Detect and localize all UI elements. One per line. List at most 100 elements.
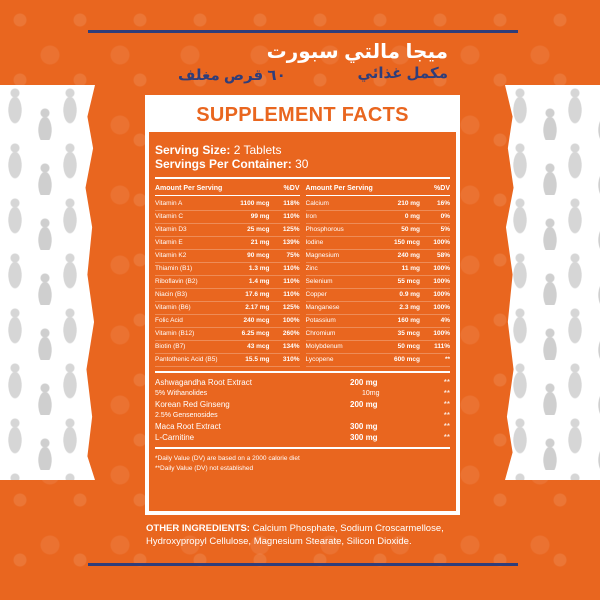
extract-row: Ashwagandha Root Extract 200 mg ** [155,377,450,388]
nutrient-amount: 50 mcg [397,343,420,350]
nutrient-dv: 0% [440,213,450,220]
nutrient-row: Vitamin C 99 mg 110% [155,211,300,224]
nutrient-column-left: Amount Per Serving %DV Vitamin A 1100 mcg… [155,185,300,367]
nutrient-dv: 139% [282,239,300,246]
column-header: Amount Per Serving %DV [305,185,450,196]
nutrient-dv: 134% [282,343,300,350]
extract-name: 5% Withanolides [155,390,208,397]
nutrient-row: Vitamin D3 25 mcg 125% [155,224,300,237]
serving-size-value: 2 Tablets [233,143,282,157]
serving-info: Serving Size: 2 Tablets Servings Per Con… [155,135,450,179]
nutrient-amount: 150 mcg [393,239,420,246]
nutrient-name: Copper [305,291,327,298]
nutrient-name: Calcium [305,200,329,207]
nutrient-row: Molybdenum 50 mcg 111% [305,341,450,354]
nutrient-name: Thiamin (B1) [155,265,193,272]
nutrient-amount: 90 mcg [247,252,270,259]
nutrient-name: Folic Acid [155,317,183,324]
column-header: Amount Per Serving %DV [155,185,300,196]
footnotes: *Daily Value (DV) are based on a 2000 ca… [155,449,450,474]
footnote-2: **Daily Value (DV) not established [155,465,254,472]
nutrient-row: Folic Acid 240 mcg 100% [155,315,300,328]
extract-row: 5% Withanolides 10mg ** [155,388,450,399]
nutrient-amount: 0.9 mg [399,291,420,298]
extract-amount: 200 mg [350,400,378,409]
nutrient-dv: 58% [436,252,450,259]
nutrient-name: Iron [305,213,317,220]
nutrient-dv: 5% [440,226,450,233]
nutrient-name: Biotin (B7) [155,343,186,350]
serving-size-row: Serving Size: 2 Tablets [155,143,450,157]
nutrient-amount: 2.17 mg [245,304,270,311]
amount-header: Amount Per Serving [305,185,373,192]
nutrient-row: Riboflavin (B2) 1.4 mg 110% [155,276,300,289]
extract-row: Maca Root Extract 300 mg ** [155,421,450,432]
nutrient-dv: 310% [282,356,300,363]
nutrient-amount: 99 mg [250,213,270,220]
nutrient-amount: 6.25 mcg [241,330,270,337]
servings-per-container-label: Servings Per Container: [155,157,292,171]
nutrient-name: Selenium [305,278,333,285]
nutrient-amount: 240 mcg [243,317,270,324]
nutrient-amount: 600 mcg [393,356,420,363]
nutrient-amount: 17.6 mg [245,291,270,298]
nutrient-amount: 0 mg [404,213,420,220]
nutrient-dv: 110% [283,213,300,220]
nutrient-row: Vitamin K2 90 mcg 75% [155,250,300,263]
nutrient-name: Manganese [305,304,340,311]
nutrient-amount: 11 mg [401,265,420,272]
extract-name: Ashwagandha Root Extract [155,378,252,387]
nutrient-amount: 25 mcg [247,226,270,233]
nutrient-row: Vitamin (B6) 2.17 mg 125% [155,302,300,315]
nutrient-row: Iron 0 mg 0% [305,211,450,224]
extract-amount: 200 mg [350,378,378,387]
nutrient-name: Niacin (B3) [155,291,188,298]
nutrient-dv: 110% [283,265,300,272]
left-decorative-strip [0,85,95,480]
nutrient-name: Molybdenum [305,343,343,350]
right-decorative-strip [505,85,600,480]
nutrient-name: Vitamin C [155,213,184,220]
brand-header: ميجا مالتي سبورت مكمل غذائي [267,40,448,83]
nutrient-row: Pantothenic Acid (B5) 15.5 mg 310% [155,354,300,367]
panel-title: SUPPLEMENT FACTS [196,104,409,126]
nutrient-dv: 125% [282,226,300,233]
brand-subtitle: مكمل غذائي [357,65,448,82]
extract-row: Korean Red Ginseng 200 mg ** [155,399,450,410]
nutrient-dv: 4% [440,317,450,324]
nutrient-amount: 2.3 mg [399,304,420,311]
other-ingredients: OTHER INGREDIENTS: Calcium Phosphate, So… [146,522,466,548]
extract-amount: 300 mg [350,433,378,442]
nutrient-name: Chromium [305,330,336,337]
brand-name: ميجا مالتي سبورت [266,41,448,63]
bottom-rule [88,563,518,566]
nutrient-name: Vitamin K2 [155,252,187,259]
extract-dv: ** [443,433,450,442]
nutrient-dv: 110% [283,278,300,285]
nutrient-name: Vitamin (B6) [155,304,191,311]
extract-name: 2.5% Gensenosides [155,412,218,419]
nutrient-name: Pantothenic Acid (B5) [155,356,218,363]
nutrient-row: Lycopene 600 mcg ** [305,354,450,367]
nutrient-amount: 240 mg [397,252,420,259]
nutrient-amount: 21 mg [250,239,270,246]
nutrient-name: Phosphorous [305,226,344,233]
extract-name: L-Carnitine [155,433,195,442]
nutrient-dv: 100% [433,265,450,272]
panel-body: Serving Size: 2 Tablets Servings Per Con… [149,135,456,511]
nutrient-name: Iodine [305,239,324,246]
nutrient-row: Manganese 2.3 mg 100% [305,302,450,315]
footnote-1: *Daily Value (DV) are based on a 2000 ca… [155,455,300,462]
extract-amount: 300 mg [350,422,378,431]
nutrient-row: Thiamin (B1) 1.3 mg 110% [155,263,300,276]
extracts-section: Ashwagandha Root Extract 200 mg ** 5% Witha… [155,373,450,449]
servings-per-container-row: Servings Per Container: 30 [155,157,450,171]
nutrient-name: Lycopene [305,356,334,363]
nutrient-amount: 210 mg [397,200,420,207]
nutrient-name: Vitamin E [155,239,183,246]
extract-dv: ** [443,422,450,431]
nutrient-amount: 50 mg [401,226,420,233]
nutrient-amount: 55 mcg [397,278,420,285]
nutrient-row: Phosphorous 50 mg 5% [305,224,450,237]
nutrient-row: Zinc 11 mg 100% [305,263,450,276]
